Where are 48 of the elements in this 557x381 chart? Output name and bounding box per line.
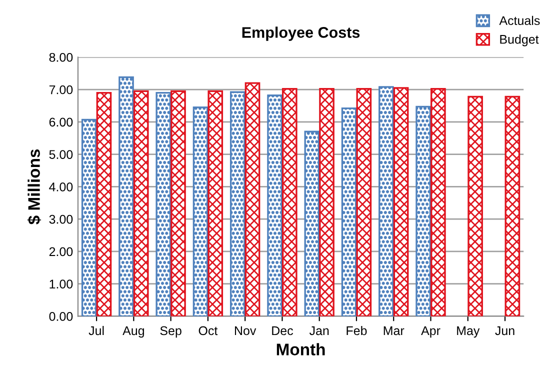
- x-tick-label: Aug: [122, 326, 144, 338]
- bar: [118, 76, 134, 316]
- bar: [267, 94, 282, 316]
- chart-title: Employee Costs: [242, 26, 360, 41]
- y-tick-label: 8.00: [49, 52, 73, 62]
- x-axis-title: Month: [276, 343, 325, 356]
- bar: [192, 106, 208, 316]
- bar: [156, 92, 172, 316]
- x-tick-label: Nov: [234, 326, 256, 336]
- y-tick-label: 2.00: [49, 247, 73, 256]
- bar: [504, 96, 520, 316]
- bar: [96, 92, 112, 316]
- x-tick-label: Apr: [421, 326, 440, 338]
- bar: [378, 86, 394, 316]
- y-tick-label: 3.00: [49, 214, 73, 224]
- y-tick-label: 1.00: [50, 280, 73, 288]
- x-tick-label: Mar: [384, 326, 404, 336]
- bar: [133, 90, 149, 316]
- x-tick-label: May: [457, 326, 480, 338]
- bar: [341, 107, 357, 316]
- bar: [393, 87, 409, 316]
- x-tick-label: Jul: [88, 326, 104, 336]
- bar: [170, 90, 186, 316]
- x-tick-label: Jun: [495, 326, 514, 336]
- bar: [416, 106, 431, 316]
- bar: [208, 90, 224, 316]
- x-tick-label: Feb: [346, 326, 367, 336]
- y-tick-label: 7.00: [49, 85, 73, 94]
- legend-label: Budget: [500, 34, 539, 46]
- y-tick-label: 4.00: [49, 182, 73, 192]
- bar: [304, 130, 320, 316]
- x-tick-label: Sep: [160, 326, 182, 338]
- legend-label: Actuals: [499, 16, 540, 26]
- y-tick-label: 0.00: [49, 312, 73, 321]
- bar: [230, 91, 246, 316]
- bar: [430, 88, 446, 316]
- bar: [81, 118, 97, 316]
- y-tick-label: 5.00: [49, 150, 73, 159]
- x-tick-label: Dec: [272, 326, 293, 336]
- x-tick-label: Oct: [198, 326, 218, 336]
- y-tick-label: 6.00: [49, 118, 73, 127]
- bar: [356, 88, 372, 316]
- bar: [319, 88, 334, 316]
- bar: [282, 88, 298, 316]
- bar: [468, 96, 483, 316]
- bar: [244, 82, 260, 316]
- x-tick-label: Jan: [309, 326, 329, 336]
- y-axis-title: $ Millions: [27, 149, 42, 224]
